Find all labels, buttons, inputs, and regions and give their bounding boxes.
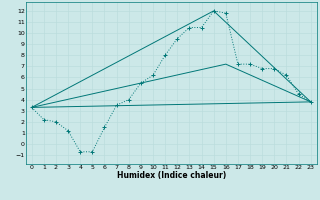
X-axis label: Humidex (Indice chaleur): Humidex (Indice chaleur): [116, 171, 226, 180]
